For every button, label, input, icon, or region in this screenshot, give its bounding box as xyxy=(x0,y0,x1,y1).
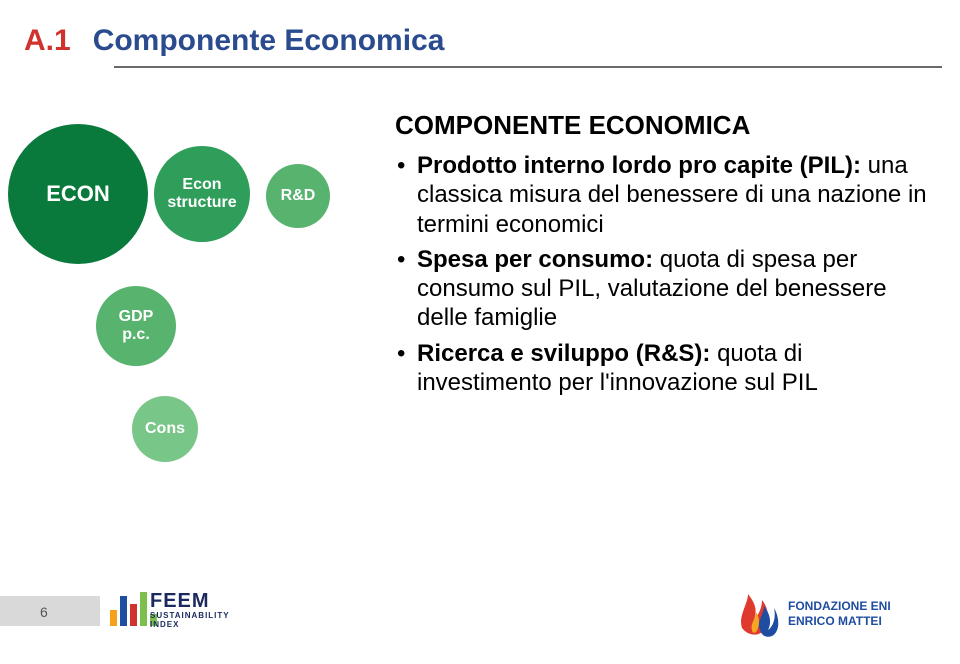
footer-strip xyxy=(0,596,100,626)
bullet-lead: Ricerca e sviluppo (R&S): xyxy=(417,340,710,367)
circle-struct: Econstructure xyxy=(154,146,250,242)
eni-logo: FONDAZIONE ENI ENRICO MATTEI xyxy=(734,582,934,646)
eni-line2: ENRICO MATTEI xyxy=(788,614,891,629)
circle-label: GDPp.c. xyxy=(119,308,154,345)
eni-text: FONDAZIONE ENI ENRICO MATTEI xyxy=(788,599,891,629)
eni-line1: FONDAZIONE ENI xyxy=(788,599,891,614)
section-number: A.1 xyxy=(24,24,71,58)
bullet-list: Prodotto interno lordo pro capite (PIL):… xyxy=(395,151,930,397)
circle-label: Econstructure xyxy=(167,176,236,213)
circle-rnd: R&D xyxy=(266,164,330,228)
feem-text: FEEM xyxy=(150,590,210,613)
bar xyxy=(120,596,127,626)
bullet-item: Ricerca e sviluppo (R&S): quota di inves… xyxy=(395,339,930,398)
circle-econ: ECON xyxy=(8,124,148,264)
content-area: COMPONENTE ECONOMICA Prodotto interno lo… xyxy=(395,110,930,403)
bar xyxy=(140,592,147,626)
circle-gdp: GDPp.c. xyxy=(96,286,176,366)
circle-cons: Cons xyxy=(132,396,198,462)
slide: A.1 Componente Economica ECON Econstruct… xyxy=(0,0,960,664)
feem-subtext: SUSTAINABILITYINDEX xyxy=(150,612,230,630)
flame-icon xyxy=(734,586,780,642)
bullet-item: Spesa per consumo: quota di spesa per co… xyxy=(395,245,930,333)
bullet-item: Prodotto interno lordo pro capite (PIL):… xyxy=(395,151,930,239)
circle-label: ECON xyxy=(46,181,110,206)
bar xyxy=(110,610,117,626)
circle-label: R&D xyxy=(281,187,316,205)
bullet-lead: Spesa per consumo: xyxy=(417,246,653,273)
bullet-lead: Prodotto interno lordo pro capite (PIL): xyxy=(417,152,861,179)
page-number: 6 xyxy=(40,604,48,620)
bar xyxy=(130,604,137,626)
title-underline xyxy=(114,66,942,68)
content-heading: COMPONENTE ECONOMICA xyxy=(395,110,930,141)
section-title: Componente Economica xyxy=(93,24,445,58)
title-row: A.1 Componente Economica xyxy=(0,24,960,58)
feem-logo: FEEM SUSTAINABILITYINDEX xyxy=(110,588,250,646)
circle-diagram: ECON Econstructure R&D GDPp.c. Cons xyxy=(18,120,398,480)
circle-label: Cons xyxy=(145,420,185,438)
